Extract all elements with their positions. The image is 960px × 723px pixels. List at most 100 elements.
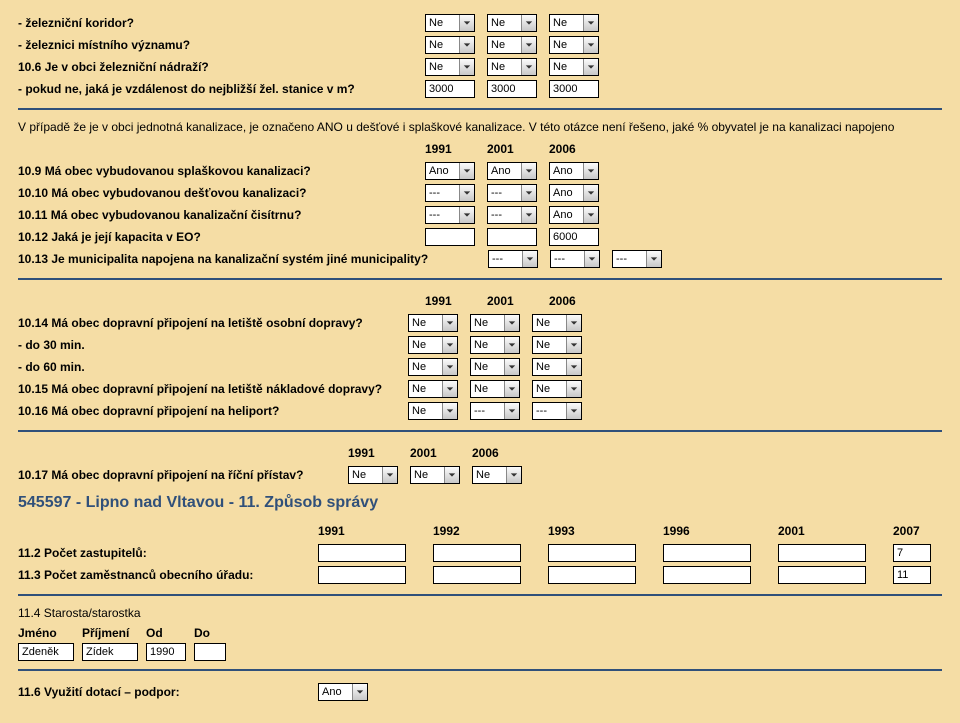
dd-113-1991[interactable]: --- bbox=[488, 250, 538, 268]
td-od[interactable]: 1990 bbox=[146, 643, 186, 661]
dd-116-2001[interactable]: --- bbox=[470, 402, 520, 420]
dd-116-2006[interactable]: --- bbox=[532, 402, 582, 420]
q-116: 10.16 Má obec dopravní připojení na heli… bbox=[18, 404, 279, 418]
divider bbox=[18, 594, 942, 596]
wy-2007: 2007 bbox=[893, 524, 943, 538]
txt-pokudne-2006[interactable]: 3000 bbox=[549, 80, 599, 98]
chevron-down-icon bbox=[566, 359, 581, 375]
dd-116b[interactable]: Ano bbox=[318, 683, 368, 701]
dd-116-1991[interactable]: Ne bbox=[408, 402, 458, 420]
chevron-down-icon bbox=[504, 337, 519, 353]
dd-106-1991[interactable]: Ne bbox=[425, 58, 475, 76]
dd-60-2006[interactable]: Ne bbox=[532, 358, 582, 376]
wy-1993: 1993 bbox=[548, 524, 598, 538]
dd-60-1991[interactable]: Ne bbox=[408, 358, 458, 376]
dd-111-1991[interactable]: --- bbox=[425, 206, 475, 224]
dd-113-2001[interactable]: --- bbox=[550, 250, 600, 268]
txt-112-2006[interactable]: 6000 bbox=[549, 228, 599, 246]
dd-113-2006[interactable]: --- bbox=[612, 250, 662, 268]
chevron-down-icon bbox=[459, 15, 474, 31]
dd-mistni-2006[interactable]: Ne bbox=[549, 36, 599, 54]
txt-113n-1993[interactable] bbox=[548, 566, 636, 584]
dd-106-2006[interactable]: Ne bbox=[549, 58, 599, 76]
txt-113n-2007[interactable]: 11 bbox=[893, 566, 931, 584]
txt-112n-2001[interactable] bbox=[778, 544, 866, 562]
txt-112n-1996[interactable] bbox=[663, 544, 751, 562]
year-2001: 2001 bbox=[487, 142, 537, 156]
chevron-down-icon bbox=[522, 251, 537, 267]
chevron-down-icon bbox=[583, 37, 598, 53]
dd-117-1991[interactable]: Ne bbox=[348, 466, 398, 484]
dd-110-1991[interactable]: --- bbox=[425, 184, 475, 202]
txt-113n-1991[interactable] bbox=[318, 566, 406, 584]
txt-112n-2007[interactable]: 7 bbox=[893, 544, 931, 562]
dd-117-2001[interactable]: Ne bbox=[410, 466, 460, 484]
td-do[interactable] bbox=[194, 643, 226, 661]
txt-pokudne-1991[interactable]: 3000 bbox=[425, 80, 475, 98]
dd-106-2001[interactable]: Ne bbox=[487, 58, 537, 76]
chevron-down-icon bbox=[504, 315, 519, 331]
dd-30-2001[interactable]: Ne bbox=[470, 336, 520, 354]
year-2006: 2006 bbox=[549, 294, 599, 308]
q-113n: 11.3 Počet zaměstnanců obecního úřadu: bbox=[18, 568, 253, 582]
td-jmeno[interactable]: Zdeněk bbox=[18, 643, 74, 661]
th-prij: Příjmení bbox=[82, 626, 138, 640]
dd-111-2001[interactable]: --- bbox=[487, 206, 537, 224]
chevron-down-icon bbox=[583, 207, 598, 223]
chevron-down-icon bbox=[521, 59, 536, 75]
dd-114-2006[interactable]: Ne bbox=[532, 314, 582, 332]
chevron-down-icon bbox=[459, 37, 474, 53]
dd-109-2001[interactable]: Ano bbox=[487, 162, 537, 180]
dd-109-2006[interactable]: Ano bbox=[549, 162, 599, 180]
txt-112-2001[interactable] bbox=[487, 228, 537, 246]
txt-112n-1991[interactable] bbox=[318, 544, 406, 562]
dd-117-2006[interactable]: Ne bbox=[472, 466, 522, 484]
dd-30-2006[interactable]: Ne bbox=[532, 336, 582, 354]
dd-109-1991[interactable]: Ano bbox=[425, 162, 475, 180]
txt-113n-1992[interactable] bbox=[433, 566, 521, 584]
txt-112n-1993[interactable] bbox=[548, 544, 636, 562]
txt-112n-1992[interactable] bbox=[433, 544, 521, 562]
dd-110-2001[interactable]: --- bbox=[487, 184, 537, 202]
dd-60-2001[interactable]: Ne bbox=[470, 358, 520, 376]
q-112: 10.12 Jaká je její kapacita v EO? bbox=[18, 230, 201, 244]
chevron-down-icon bbox=[504, 359, 519, 375]
chevron-down-icon bbox=[459, 163, 474, 179]
txt-113n-1996[interactable] bbox=[663, 566, 751, 584]
dd-115-2001[interactable]: Ne bbox=[470, 380, 520, 398]
q-60: - do 60 min. bbox=[18, 360, 85, 374]
dd-110-2006[interactable]: Ano bbox=[549, 184, 599, 202]
dd-koridor-2006[interactable]: Ne bbox=[549, 14, 599, 32]
chevron-down-icon bbox=[566, 315, 581, 331]
chevron-down-icon bbox=[521, 185, 536, 201]
chevron-down-icon bbox=[442, 381, 457, 397]
dd-114-2001[interactable]: Ne bbox=[470, 314, 520, 332]
txt-112-1991[interactable] bbox=[425, 228, 475, 246]
chevron-down-icon bbox=[459, 207, 474, 223]
dd-mistni-2001[interactable]: Ne bbox=[487, 36, 537, 54]
dd-115-1991[interactable]: Ne bbox=[408, 380, 458, 398]
chevron-down-icon bbox=[566, 381, 581, 397]
dd-koridor-1991[interactable]: Ne bbox=[425, 14, 475, 32]
q-115: 10.15 Má obec dopravní připojení na leti… bbox=[18, 382, 382, 396]
divider bbox=[18, 430, 942, 432]
note-kanalizace: V případě že je v obci jednotná kanaliza… bbox=[18, 120, 942, 134]
q-111: 10.11 Má obec vybudovanou kanalizační či… bbox=[18, 208, 301, 222]
chevron-down-icon bbox=[521, 163, 536, 179]
dd-111-2006[interactable]: Ano bbox=[549, 206, 599, 224]
q-30: - do 30 min. bbox=[18, 338, 85, 352]
chevron-down-icon bbox=[521, 15, 536, 31]
txt-113n-2001[interactable] bbox=[778, 566, 866, 584]
divider bbox=[18, 108, 942, 110]
wy-1992: 1992 bbox=[433, 524, 483, 538]
dd-30-1991[interactable]: Ne bbox=[408, 336, 458, 354]
dd-114-1991[interactable]: Ne bbox=[408, 314, 458, 332]
dd-115-2006[interactable]: Ne bbox=[532, 380, 582, 398]
chevron-down-icon bbox=[504, 403, 519, 419]
dd-koridor-2001[interactable]: Ne bbox=[487, 14, 537, 32]
td-prij[interactable]: Zídek bbox=[82, 643, 138, 661]
chevron-down-icon bbox=[504, 381, 519, 397]
dd-mistni-1991[interactable]: Ne bbox=[425, 36, 475, 54]
q-pokudne: - pokud ne, jaká je vzdálenost do nejbli… bbox=[18, 82, 355, 96]
txt-pokudne-2001[interactable]: 3000 bbox=[487, 80, 537, 98]
